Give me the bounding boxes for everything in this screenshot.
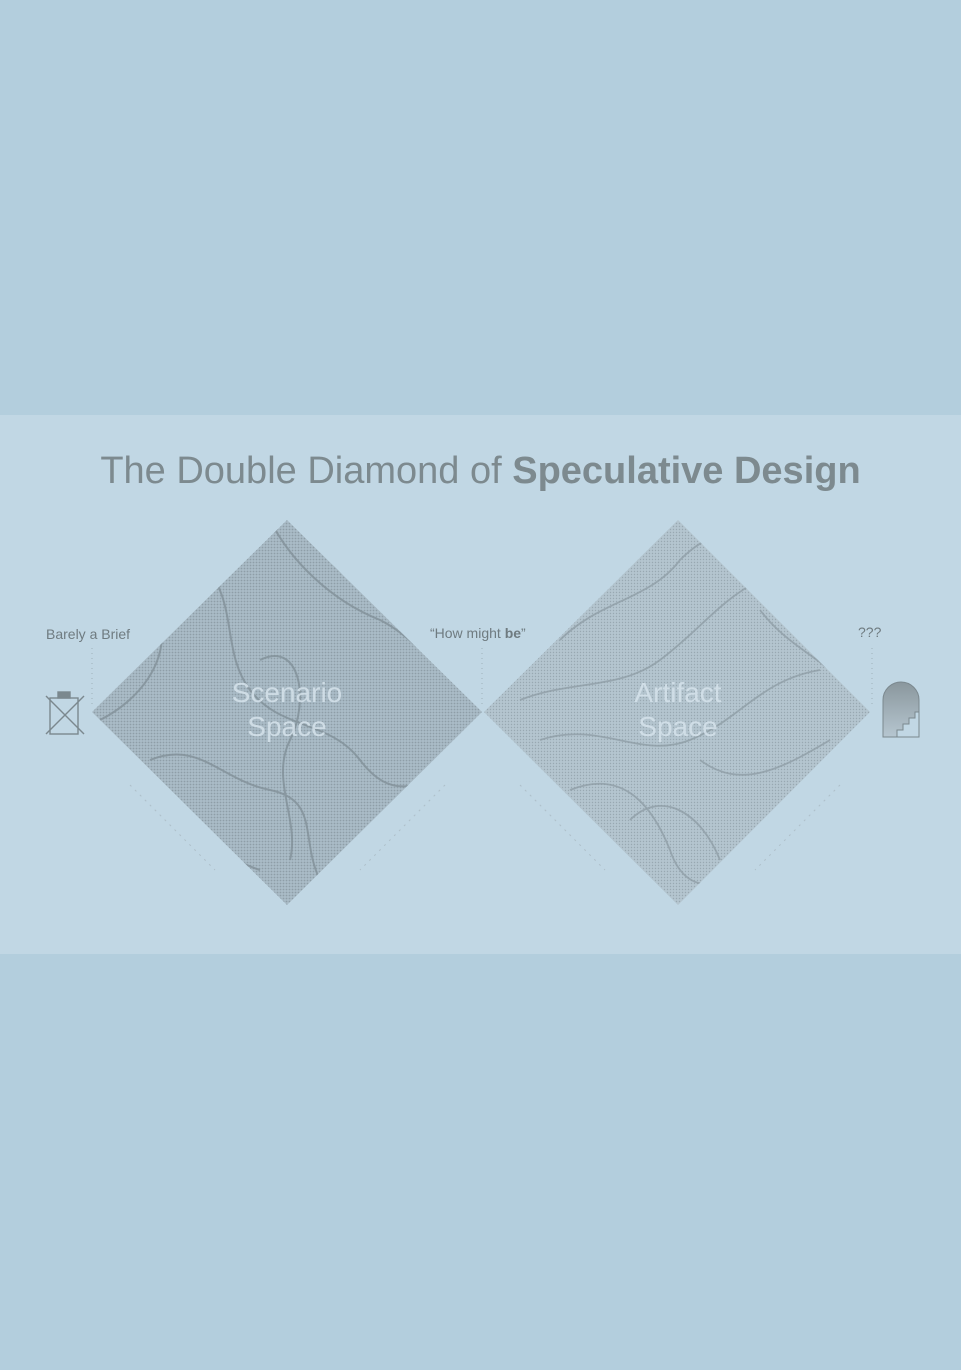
middle-label-prefix: “How might	[430, 625, 505, 641]
artifact-space-line2: Space	[638, 711, 718, 742]
title-regular: The Double Diamond of	[100, 450, 513, 492]
crossed-out-clipboard-icon	[45, 691, 85, 735]
scenario-space-line2: Space	[247, 711, 327, 742]
middle-label: “How might be”	[430, 625, 526, 641]
title-bold: Speculative Design	[512, 450, 861, 492]
middle-label-suffix: ”	[521, 625, 526, 641]
stairway-archway-icon	[882, 681, 920, 738]
start-label: Barely a Brief	[46, 626, 131, 642]
scenario-space-line1: Scenario	[231, 677, 343, 708]
artifact-space-line1: Artifact	[634, 677, 722, 708]
artifact-space-label: Artifact Space	[578, 676, 778, 744]
artifact-diamond	[484, 520, 870, 905]
page-title: The Double Diamond of Speculative Design	[0, 450, 961, 493]
scenario-space-label: Scenario Space	[187, 676, 387, 744]
end-label: ???	[858, 624, 882, 640]
middle-label-bold: be	[504, 625, 522, 641]
